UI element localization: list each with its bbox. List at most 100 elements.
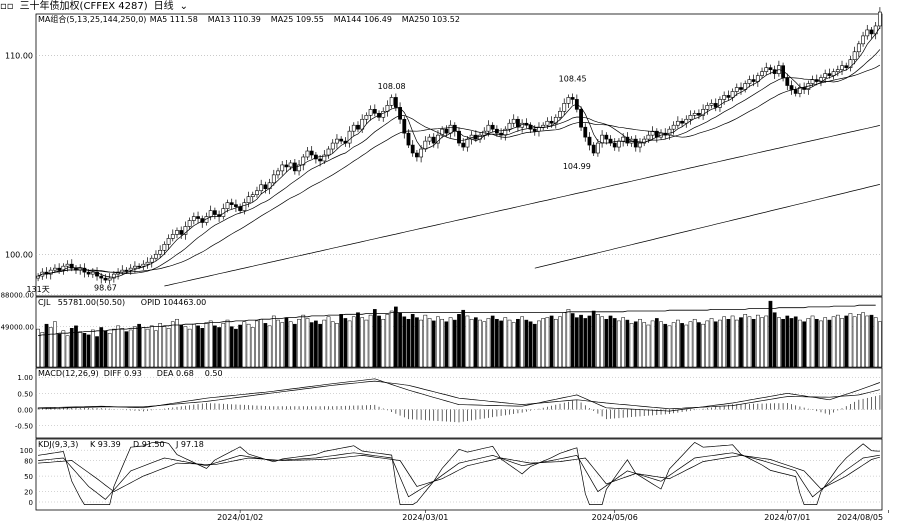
volume-bar [208, 320, 213, 368]
volume-bar [642, 322, 647, 368]
volume-bar [857, 314, 861, 368]
volume-bar [587, 315, 592, 368]
volume-bar [86, 334, 91, 368]
volume-bar [297, 318, 301, 368]
volume-bar [520, 316, 524, 368]
volume-bar [751, 318, 756, 368]
volume-bar [330, 321, 335, 368]
legend-item: MA250 103.52 [402, 15, 460, 24]
x-tick-label: 2024/07/01 [764, 513, 810, 522]
legend-item: MA25 109.55 [271, 15, 324, 24]
volume-bar [246, 323, 251, 368]
volume-bar [250, 327, 255, 368]
volume-bar [368, 314, 373, 368]
candle [734, 87, 739, 92]
candle [276, 170, 280, 176]
d-line [38, 455, 880, 493]
volume-bar [128, 329, 133, 368]
candle [322, 154, 327, 162]
ma250-line [534, 184, 880, 269]
instrument-title[interactable]: 三十年债加权(CFFEX 4287) [19, 1, 148, 12]
candle [680, 120, 684, 124]
volume-bar [406, 318, 411, 368]
candle [309, 150, 314, 156]
window-icon[interactable]: ▫▫ [0, 1, 14, 12]
price-annotation: 131天 [26, 285, 49, 294]
candle [419, 148, 424, 158]
period-selector[interactable]: 日线 ⌄ [153, 1, 189, 12]
volume-bar [612, 318, 617, 368]
volume-bar [743, 314, 748, 368]
volume-bar [709, 318, 714, 368]
volume-bar [457, 314, 461, 368]
volume-bar [120, 328, 125, 368]
candle [335, 138, 339, 144]
candle [709, 103, 714, 106]
candle [840, 65, 844, 70]
volume-bar [402, 316, 407, 368]
volume-bar [802, 321, 806, 368]
volume-bar [314, 320, 318, 368]
macd-panel: 1.00 0.50 0.00 -0.50 [15, 374, 882, 431]
candle [389, 97, 394, 106]
volume-bar [793, 316, 798, 368]
candle [255, 190, 259, 196]
j-line [38, 441, 880, 505]
candle [242, 202, 247, 211]
volume-bar [844, 315, 849, 368]
candle [297, 164, 301, 172]
candle [133, 265, 137, 269]
candle [179, 230, 184, 235]
candle [410, 144, 415, 154]
volume-bar [377, 315, 381, 368]
k-line [38, 452, 880, 500]
volume-bar [276, 319, 280, 368]
volume-bar [360, 317, 365, 368]
candle [406, 132, 411, 146]
candle [718, 99, 722, 108]
candle [461, 142, 466, 148]
volume-bar [558, 316, 562, 368]
legend-item: OPID 104463.00 [141, 298, 206, 307]
candle [570, 97, 575, 100]
volume-bar [575, 317, 579, 368]
volume-bar [692, 318, 697, 368]
candle [377, 113, 381, 118]
volume-bar [646, 324, 651, 368]
volume-bar [305, 318, 310, 368]
candle [381, 111, 386, 118]
legend-name: CJL [38, 298, 51, 307]
candle [747, 79, 752, 84]
candle [587, 136, 592, 146]
candle [604, 134, 609, 140]
volume-bar [532, 323, 537, 368]
candle [196, 216, 200, 219]
volume-bar [158, 323, 163, 368]
candle [107, 277, 112, 281]
x-tick-label: 2024/03/01 [402, 513, 448, 522]
volume-bar [511, 322, 516, 368]
kdj-panel: 100 80 50 20 0 [20, 441, 882, 507]
volume-bar [229, 326, 234, 368]
candle [793, 89, 798, 94]
candle [877, 11, 882, 27]
candle [730, 91, 735, 98]
candle [364, 114, 369, 120]
candle [436, 134, 440, 144]
candle [541, 124, 546, 128]
candle [246, 196, 251, 203]
volume-bar [638, 318, 642, 368]
candle [158, 249, 163, 255]
volume-bar [187, 328, 192, 368]
price-annotation: 104.99 [563, 162, 591, 171]
volume-bar [633, 321, 638, 368]
price-annotation: 108.08 [378, 82, 406, 91]
y-tick-label: -0.50 [15, 423, 33, 431]
volume-bar [116, 325, 120, 368]
candle [675, 120, 680, 126]
volume-bar [684, 324, 689, 368]
volume-bar [739, 317, 743, 368]
candle [608, 138, 613, 144]
volume-bar [61, 330, 66, 368]
